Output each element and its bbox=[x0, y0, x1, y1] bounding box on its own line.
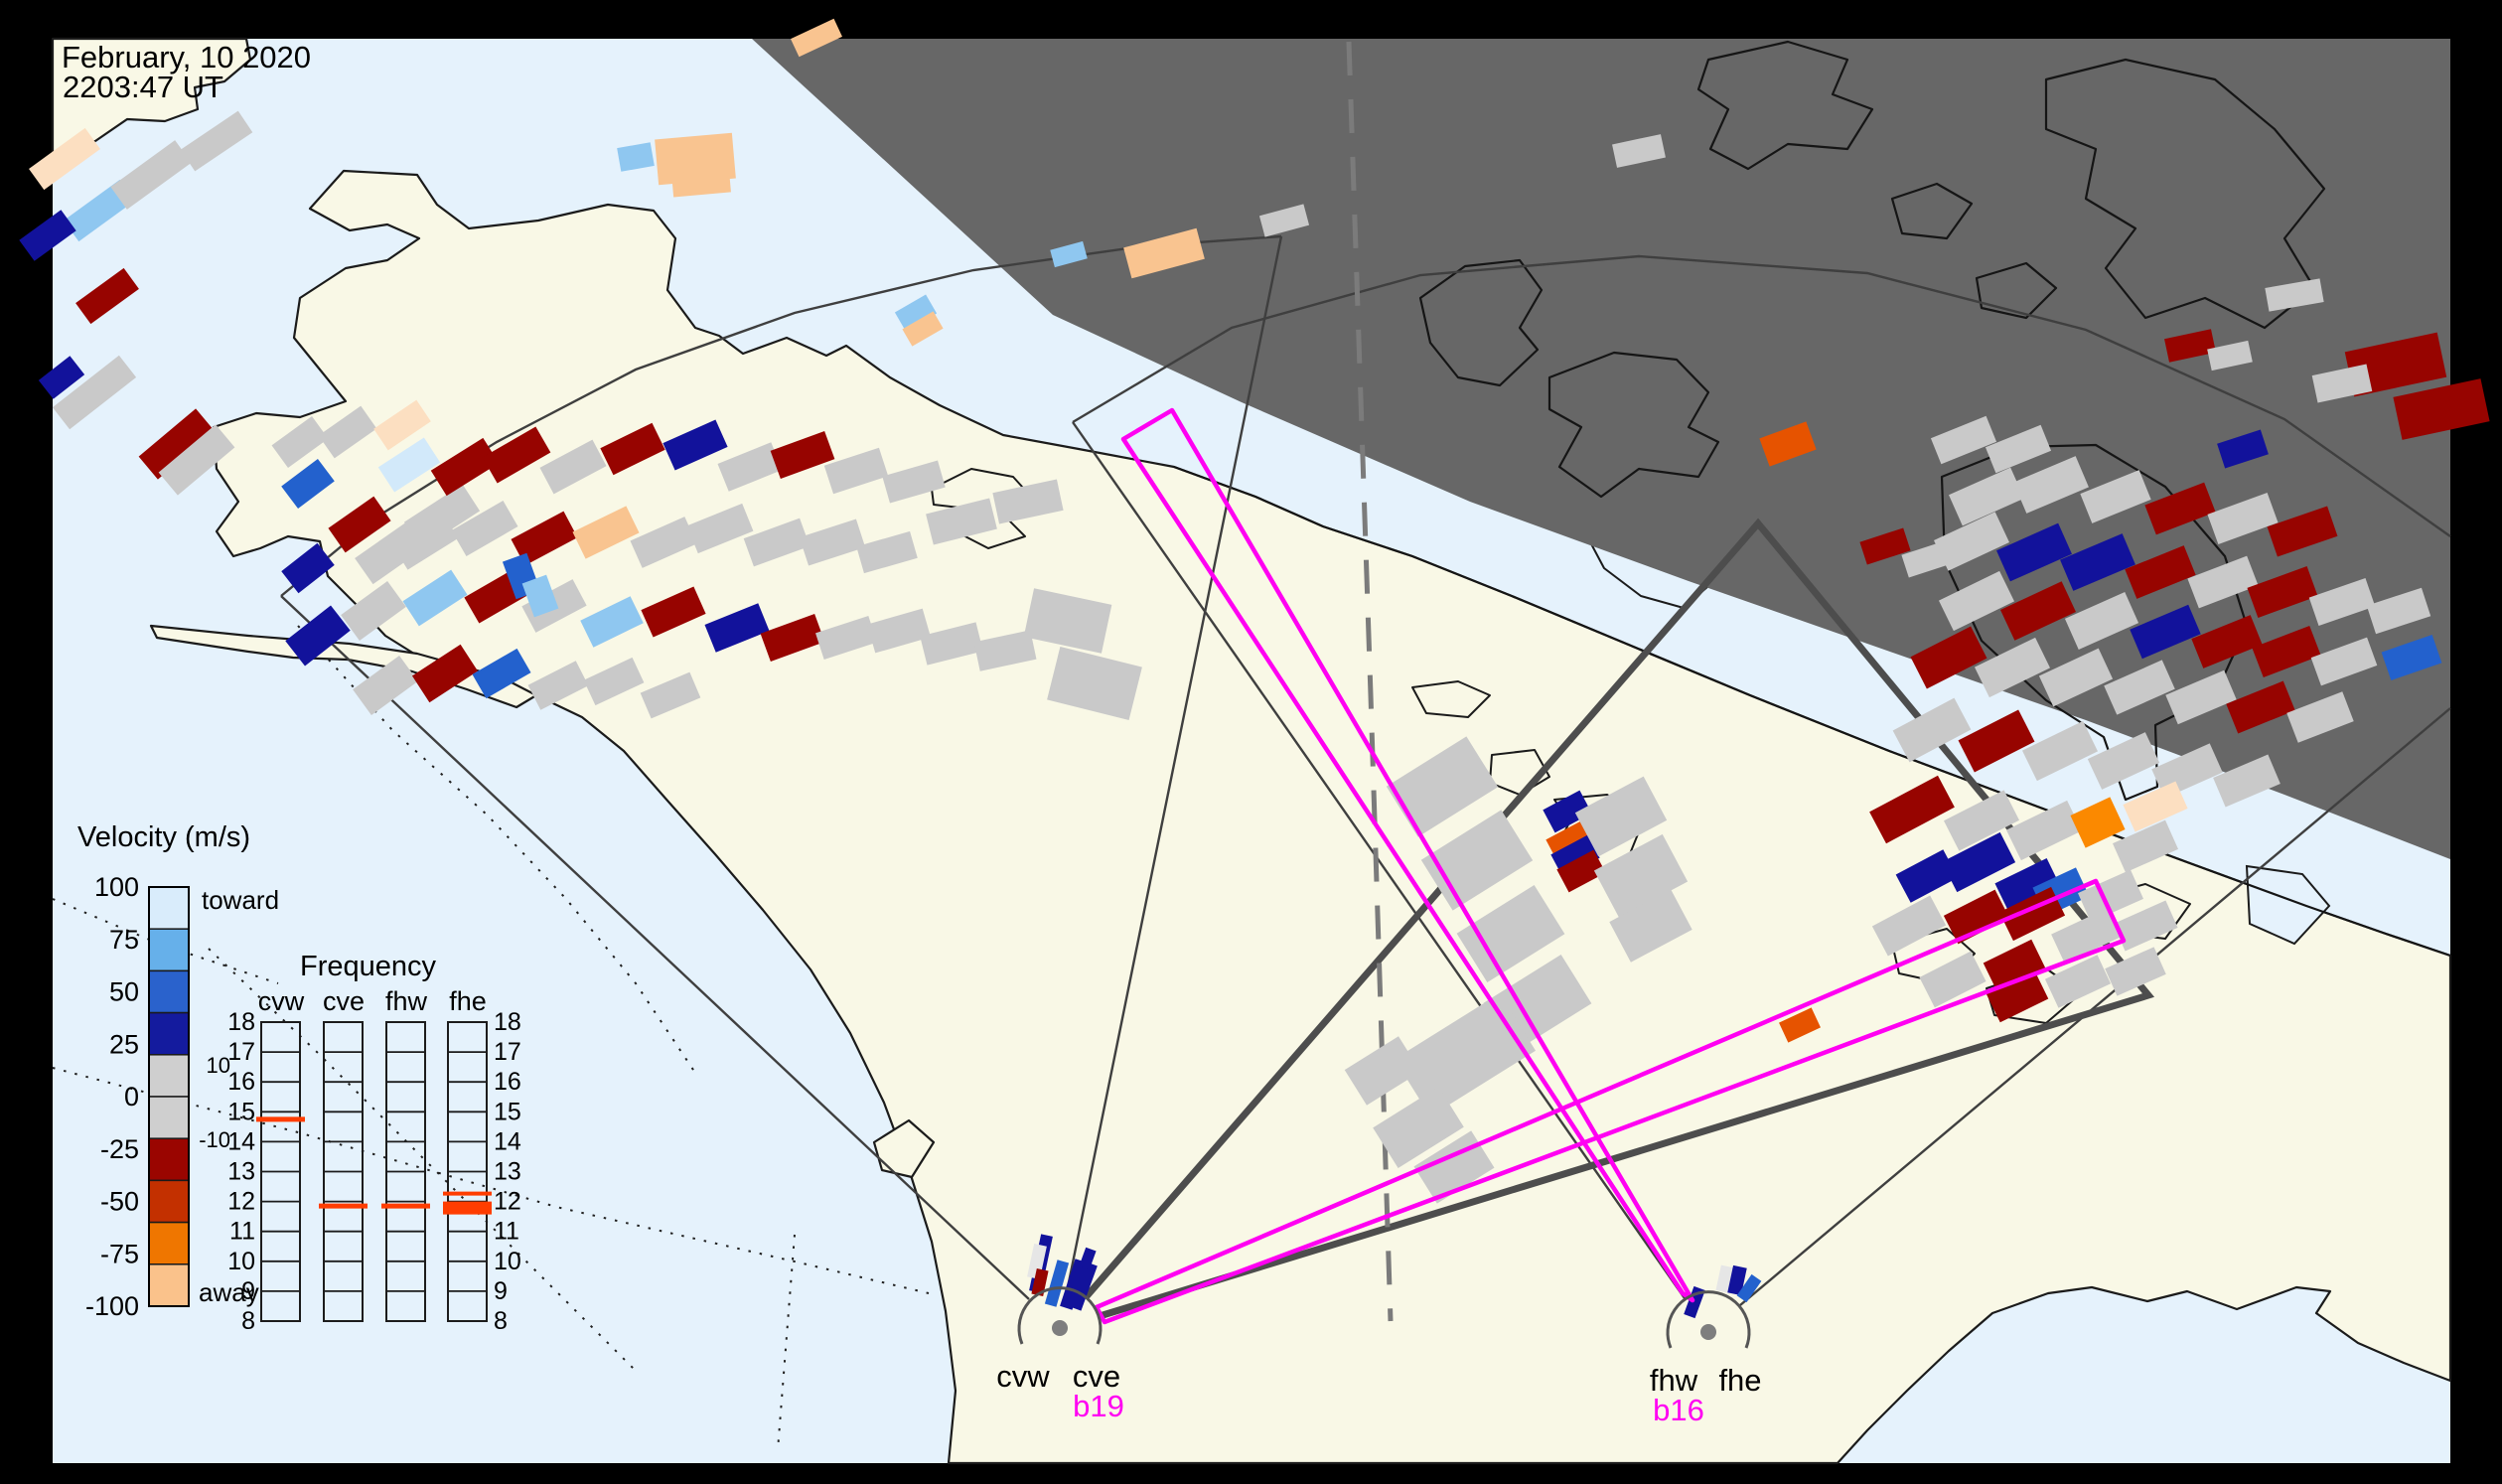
svg-text:-100: -100 bbox=[85, 1291, 139, 1321]
svg-text:13: 13 bbox=[227, 1158, 255, 1186]
highlighted-beams bbox=[1094, 407, 2127, 1325]
svg-text:8: 8 bbox=[494, 1307, 508, 1335]
freq-col-cve: cve bbox=[322, 986, 366, 1016]
svg-text:100: 100 bbox=[94, 872, 139, 902]
svg-text:16: 16 bbox=[494, 1068, 521, 1096]
svg-text:0: 0 bbox=[124, 1082, 139, 1112]
date-label: February, 10 2020 bbox=[62, 40, 312, 74]
site-label-fhe: fhe bbox=[1718, 1363, 1762, 1398]
velocity-cells-layer bbox=[19, 18, 2490, 1319]
dashed-meridian bbox=[1346, 41, 1394, 1322]
svg-text:-50: -50 bbox=[100, 1187, 139, 1217]
freq-side-scale-neg: -10 bbox=[199, 1127, 230, 1152]
beam-label-b19: b19 bbox=[1073, 1389, 1124, 1423]
svg-text:15: 15 bbox=[494, 1098, 521, 1125]
freq-col-fhe: fhe bbox=[449, 986, 487, 1016]
svg-text:13: 13 bbox=[494, 1158, 521, 1186]
svg-text:8: 8 bbox=[241, 1307, 255, 1335]
svg-text:-75: -75 bbox=[100, 1239, 139, 1268]
svg-text:18: 18 bbox=[494, 1008, 521, 1036]
toward-label: toward bbox=[202, 885, 280, 915]
svg-text:10: 10 bbox=[227, 1248, 255, 1275]
svg-text:11: 11 bbox=[494, 1218, 519, 1246]
land-layer bbox=[51, 37, 2452, 1465]
velocity-legend-title: Velocity (m/s) bbox=[77, 821, 251, 853]
svg-text:12: 12 bbox=[494, 1188, 521, 1216]
svg-text:-25: -25 bbox=[100, 1134, 139, 1164]
svg-text:10: 10 bbox=[494, 1248, 521, 1275]
site-label-cve: cve bbox=[1072, 1359, 1121, 1394]
svg-text:16: 16 bbox=[227, 1068, 255, 1096]
svg-text:25: 25 bbox=[109, 1029, 139, 1059]
svg-text:9: 9 bbox=[241, 1277, 255, 1305]
away-label: away bbox=[199, 1277, 259, 1307]
svg-text:17: 17 bbox=[227, 1038, 255, 1066]
freq-col-fhw: fhw bbox=[384, 986, 428, 1016]
site-label-cvw: cvw bbox=[996, 1359, 1050, 1394]
svg-text:14: 14 bbox=[494, 1127, 521, 1155]
svg-text:18: 18 bbox=[227, 1008, 255, 1036]
time-label: 2203:47 UT bbox=[63, 70, 223, 104]
radar-sites bbox=[1017, 1286, 1751, 1349]
night-coastlines-layer bbox=[1173, 40, 2451, 958]
radar-fov-outlines bbox=[280, 234, 2451, 1320]
svg-text:9: 9 bbox=[494, 1277, 508, 1305]
beam-label-b16: b16 bbox=[1653, 1393, 1704, 1427]
velocity-colorbar: 100 75 50 25 0 -25 -50 -75 -100 bbox=[85, 872, 190, 1321]
svg-text:11: 11 bbox=[229, 1218, 255, 1246]
svg-text:75: 75 bbox=[109, 925, 139, 955]
svg-text:14: 14 bbox=[227, 1127, 255, 1155]
frequency-panel-title: Frequency bbox=[300, 951, 437, 982]
svg-text:17: 17 bbox=[494, 1038, 521, 1066]
freq-col-cvw: cvw bbox=[257, 986, 305, 1016]
svg-text:12: 12 bbox=[227, 1188, 255, 1216]
freq-side-scale-pos: 10 bbox=[206, 1053, 230, 1078]
svg-text:50: 50 bbox=[109, 977, 139, 1007]
site-label-fhw: fhw bbox=[1649, 1363, 1698, 1398]
svg-text:15: 15 bbox=[227, 1098, 255, 1125]
